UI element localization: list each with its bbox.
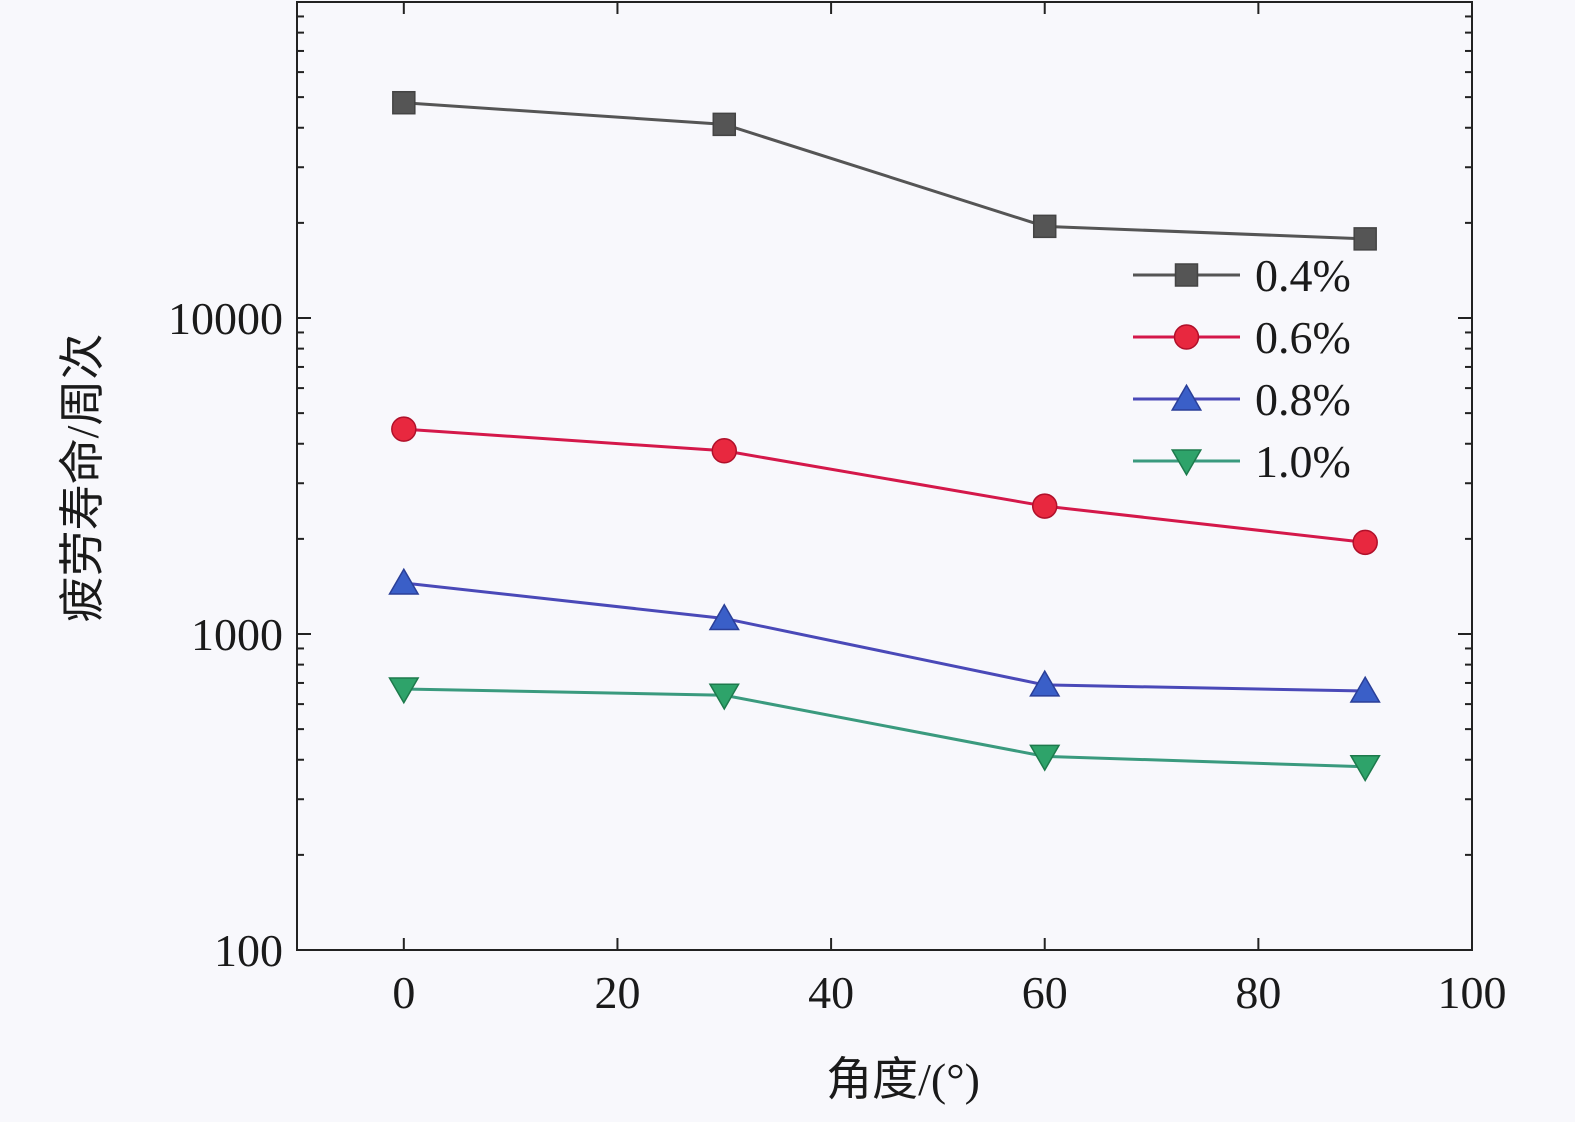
axes: 0 20 40 60 80 100 100 1000 10000 xyxy=(168,1,1507,1018)
series-line-3 xyxy=(403,687,1366,769)
data-point-3-1 xyxy=(708,683,740,711)
x-axis-title: 角度/(°) xyxy=(826,1054,980,1105)
legend-label-2: 0.8% xyxy=(1255,374,1351,425)
legend-marker-0 xyxy=(1174,263,1199,287)
data-point-0-1 xyxy=(712,112,737,137)
legend-label-1: 0.6% xyxy=(1255,312,1351,363)
x-tick-label: 60 xyxy=(1022,967,1068,1018)
y-tick-label: 1000 xyxy=(191,609,283,660)
x-tick-label: 20 xyxy=(594,967,640,1018)
legend-marker-2 xyxy=(1170,383,1203,411)
legend-marker-3 xyxy=(1170,449,1203,477)
y-tick-label: 10000 xyxy=(168,293,283,344)
y-axis-title: 疲劳寿命/周次 xyxy=(57,334,108,623)
plot-frame xyxy=(296,1,1473,951)
x-tick-label: 100 xyxy=(1438,967,1507,1018)
data-point-0-0 xyxy=(392,90,416,115)
data-point-1-2 xyxy=(1031,493,1058,519)
x-tick-label: 0 xyxy=(392,967,415,1018)
series-line-2 xyxy=(403,581,1366,693)
y-tick-label: 100 xyxy=(214,925,283,976)
series-layer xyxy=(388,90,1381,783)
series-line-1 xyxy=(403,427,1366,544)
x-tick-label: 80 xyxy=(1235,967,1281,1018)
x-tick-label: 40 xyxy=(808,967,854,1018)
data-point-2-3 xyxy=(1349,675,1381,703)
legend-marker-1 xyxy=(1173,324,1200,350)
series-line-0 xyxy=(403,101,1366,241)
data-point-2-2 xyxy=(1029,669,1061,697)
data-point-1-1 xyxy=(711,438,738,464)
data-point-3-2 xyxy=(1029,744,1061,772)
data-point-2-1 xyxy=(708,603,740,631)
data-point-3-0 xyxy=(388,677,420,705)
legend: 0.4% 0.6% 0.8% 1.0% xyxy=(1133,250,1351,487)
legend-label-0: 0.4% xyxy=(1255,250,1351,301)
data-point-1-3 xyxy=(1352,529,1378,556)
data-point-3-3 xyxy=(1349,755,1381,783)
data-point-1-0 xyxy=(391,416,417,442)
data-point-2-0 xyxy=(388,567,420,595)
data-point-0-2 xyxy=(1032,214,1057,239)
legend-label-3: 1.0% xyxy=(1255,436,1351,487)
data-point-0-3 xyxy=(1353,227,1377,251)
